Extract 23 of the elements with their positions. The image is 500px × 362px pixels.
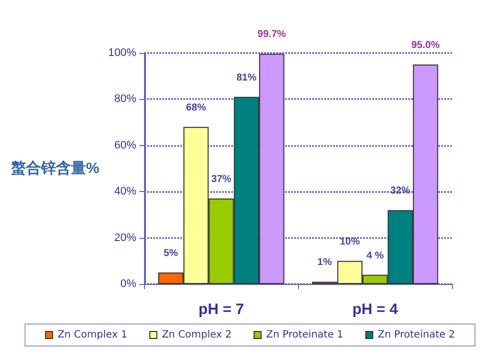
data-label: 1%: [317, 257, 332, 268]
y-tick-label: 80%: [114, 93, 137, 106]
data-label: 5%: [164, 248, 178, 259]
data-label: 68%: [186, 102, 206, 114]
y-tick-label: 20%: [114, 232, 137, 244]
data-label: 81%: [236, 72, 257, 84]
y-tick-label: 60%: [114, 139, 137, 152]
legend-label: Zn Complex 1: [58, 330, 128, 340]
legend-label: Zn Proteinate 2: [378, 330, 455, 340]
y-tick-label: 40%: [114, 186, 137, 198]
data-label: 95.0%: [411, 40, 440, 52]
x-tick-label: pH = 7: [198, 301, 244, 318]
data-label: 99.7%: [258, 29, 286, 40]
data-label: 10%: [340, 236, 360, 248]
x-tick-label: pH = 4: [352, 301, 398, 318]
data-label: 32%: [390, 186, 410, 197]
y-axis-title: 螯合锌含量%: [10, 160, 100, 177]
y-tick-label: 0%: [120, 278, 137, 290]
legend-label: Zn Proteinate 1: [266, 330, 344, 340]
data-label: 37%: [211, 174, 232, 186]
y-tick-label: 100%: [108, 47, 137, 59]
legend-label: Zn Complex 2: [162, 330, 232, 340]
data-label: 4 %: [366, 250, 384, 262]
